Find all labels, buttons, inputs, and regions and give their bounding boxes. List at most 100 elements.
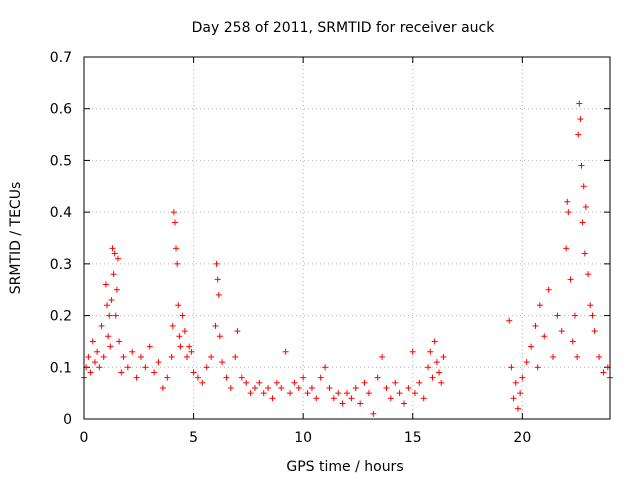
data-point bbox=[107, 343, 114, 350]
data-point bbox=[118, 369, 125, 376]
data-point bbox=[589, 312, 596, 319]
data-point bbox=[545, 286, 552, 293]
data-point bbox=[392, 379, 399, 386]
data-point bbox=[260, 390, 267, 397]
data-point bbox=[571, 312, 578, 319]
data-point bbox=[326, 384, 333, 391]
data-point bbox=[523, 359, 530, 366]
plot-frame bbox=[83, 56, 611, 420]
data-point bbox=[330, 395, 337, 402]
data-point bbox=[91, 359, 98, 366]
data-point bbox=[596, 353, 603, 360]
data-point bbox=[171, 219, 178, 226]
data-point bbox=[159, 384, 166, 391]
data-point bbox=[102, 281, 109, 288]
data-point bbox=[269, 395, 276, 402]
y-tick-label: 0.2 bbox=[50, 309, 72, 325]
data-point bbox=[429, 374, 436, 381]
data-point bbox=[563, 245, 570, 252]
data-point bbox=[208, 353, 215, 360]
data-point bbox=[108, 297, 115, 304]
data-point bbox=[155, 359, 162, 366]
data-point bbox=[431, 338, 438, 345]
data-point bbox=[219, 359, 226, 366]
data-point bbox=[574, 353, 581, 360]
data-point bbox=[243, 379, 250, 386]
data-point bbox=[169, 322, 176, 329]
data-point bbox=[295, 384, 302, 391]
data-point bbox=[174, 260, 181, 267]
data-point bbox=[137, 353, 144, 360]
data-point bbox=[87, 369, 94, 376]
data-point bbox=[173, 245, 180, 252]
data-point bbox=[111, 250, 118, 257]
data-point bbox=[436, 369, 443, 376]
data-point bbox=[405, 384, 412, 391]
data-point bbox=[567, 276, 574, 283]
data-point bbox=[577, 116, 584, 123]
data-point bbox=[232, 353, 239, 360]
data-point bbox=[565, 209, 572, 216]
data-point bbox=[379, 353, 386, 360]
data-point bbox=[85, 353, 92, 360]
data-point bbox=[212, 322, 219, 329]
data-point bbox=[370, 410, 377, 417]
data-point bbox=[519, 374, 526, 381]
data-point bbox=[313, 395, 320, 402]
x-axis-label: GPS time / hours bbox=[286, 459, 403, 475]
data-point bbox=[387, 395, 394, 402]
x-tick-label: 5 bbox=[189, 430, 198, 446]
y-tick-label: 0.3 bbox=[50, 257, 72, 273]
data-point bbox=[175, 302, 182, 309]
data-point bbox=[170, 209, 177, 216]
data-point bbox=[308, 384, 315, 391]
data-point bbox=[256, 379, 263, 386]
data-point bbox=[227, 384, 234, 391]
data-point bbox=[554, 312, 561, 319]
data-point bbox=[374, 374, 381, 381]
data-point bbox=[300, 374, 307, 381]
data-point bbox=[109, 245, 116, 252]
data-point bbox=[215, 291, 222, 298]
data-point bbox=[278, 384, 285, 391]
y-tick-label: 0.7 bbox=[50, 50, 72, 66]
data-point bbox=[361, 379, 368, 386]
data-point bbox=[578, 162, 585, 169]
data-point bbox=[89, 338, 96, 345]
data-point bbox=[194, 374, 201, 381]
data-point bbox=[287, 390, 294, 397]
data-point bbox=[179, 312, 186, 319]
data-point bbox=[532, 322, 539, 329]
data-point bbox=[396, 390, 403, 397]
data-point bbox=[203, 364, 210, 371]
data-point bbox=[534, 364, 541, 371]
data-point bbox=[164, 374, 171, 381]
data-point bbox=[110, 271, 117, 278]
data-point bbox=[365, 390, 372, 397]
data-point bbox=[425, 364, 432, 371]
data-point bbox=[411, 390, 418, 397]
data-point bbox=[199, 379, 206, 386]
data-point bbox=[510, 395, 517, 402]
data-point bbox=[213, 260, 220, 267]
data-point bbox=[133, 374, 140, 381]
data-point bbox=[357, 400, 364, 407]
data-point bbox=[273, 379, 280, 386]
data-point bbox=[517, 390, 524, 397]
data-point bbox=[181, 328, 188, 335]
data-point bbox=[114, 255, 121, 262]
data-point bbox=[582, 203, 589, 210]
data-point bbox=[291, 379, 298, 386]
data-point bbox=[146, 343, 153, 350]
data-point bbox=[142, 364, 149, 371]
data-point bbox=[186, 343, 193, 350]
data-point bbox=[120, 353, 127, 360]
data-point bbox=[564, 198, 571, 205]
data-point bbox=[440, 353, 447, 360]
data-point bbox=[96, 364, 103, 371]
data-point bbox=[581, 250, 588, 257]
data-point bbox=[177, 343, 184, 350]
data-point bbox=[438, 379, 445, 386]
y-tick-labels: 0 0.1 0.2 0.3 0.4 0.5 0.6 0.7 bbox=[50, 50, 72, 428]
